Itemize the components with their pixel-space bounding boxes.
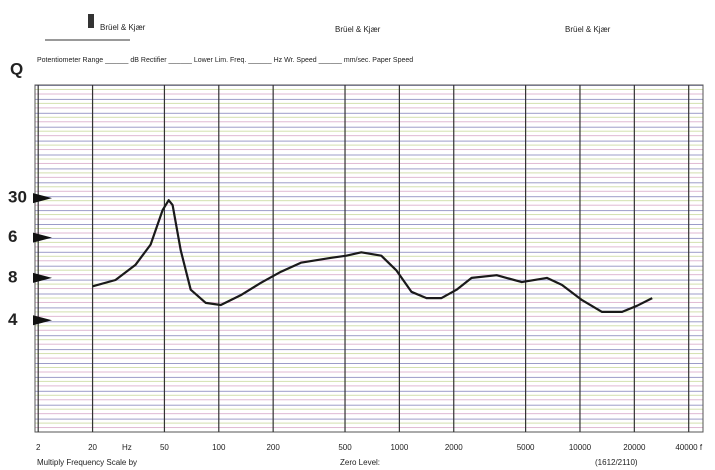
brand: Brüel & Kjær (100, 23, 146, 32)
brand: Brüel & Kjær (565, 25, 611, 34)
x-tick-label: 1000 (390, 443, 408, 452)
x-tick-label: 20 (88, 443, 97, 452)
y-axis-label: Q (10, 59, 23, 78)
y-tick-label: 4 (8, 310, 18, 329)
x-tick-label: 200 (266, 443, 280, 452)
header: Potentiometer Range ______ dB Rectifier … (37, 57, 413, 64)
x-tick-label: 2 (36, 443, 41, 452)
paper-grid (35, 85, 703, 432)
y-tick-mark (33, 232, 52, 243)
y-tick-label: 30 (8, 188, 27, 207)
response-curve (92, 199, 653, 313)
footer: Zero Level: (340, 458, 380, 467)
x-unit: Hz (122, 443, 132, 452)
brand: Brüel & Kjær (335, 25, 381, 34)
x-tick-label: 5000 (517, 443, 535, 452)
logo (45, 14, 130, 41)
footer: (1612/2110) (595, 458, 638, 467)
y-tick-label: 6 (8, 227, 17, 246)
x-tick-label: 50 (160, 443, 169, 452)
y-tick-mark (33, 193, 52, 204)
x-tick-label: 500 (338, 443, 352, 452)
y-tick-mark (33, 315, 52, 326)
x-tick-label: 40000 f (675, 443, 702, 452)
footer: Multiply Frequency Scale by (37, 458, 137, 467)
y-tick-mark (33, 272, 52, 283)
x-tick-label: 20000 (623, 443, 646, 452)
x-tick-label: 100 (212, 443, 226, 452)
x-tick-label: 10000 (569, 443, 592, 452)
y-tick-label: 8 (8, 267, 17, 286)
x-tick-label: 2000 (445, 443, 463, 452)
plot-frame (34, 84, 704, 433)
